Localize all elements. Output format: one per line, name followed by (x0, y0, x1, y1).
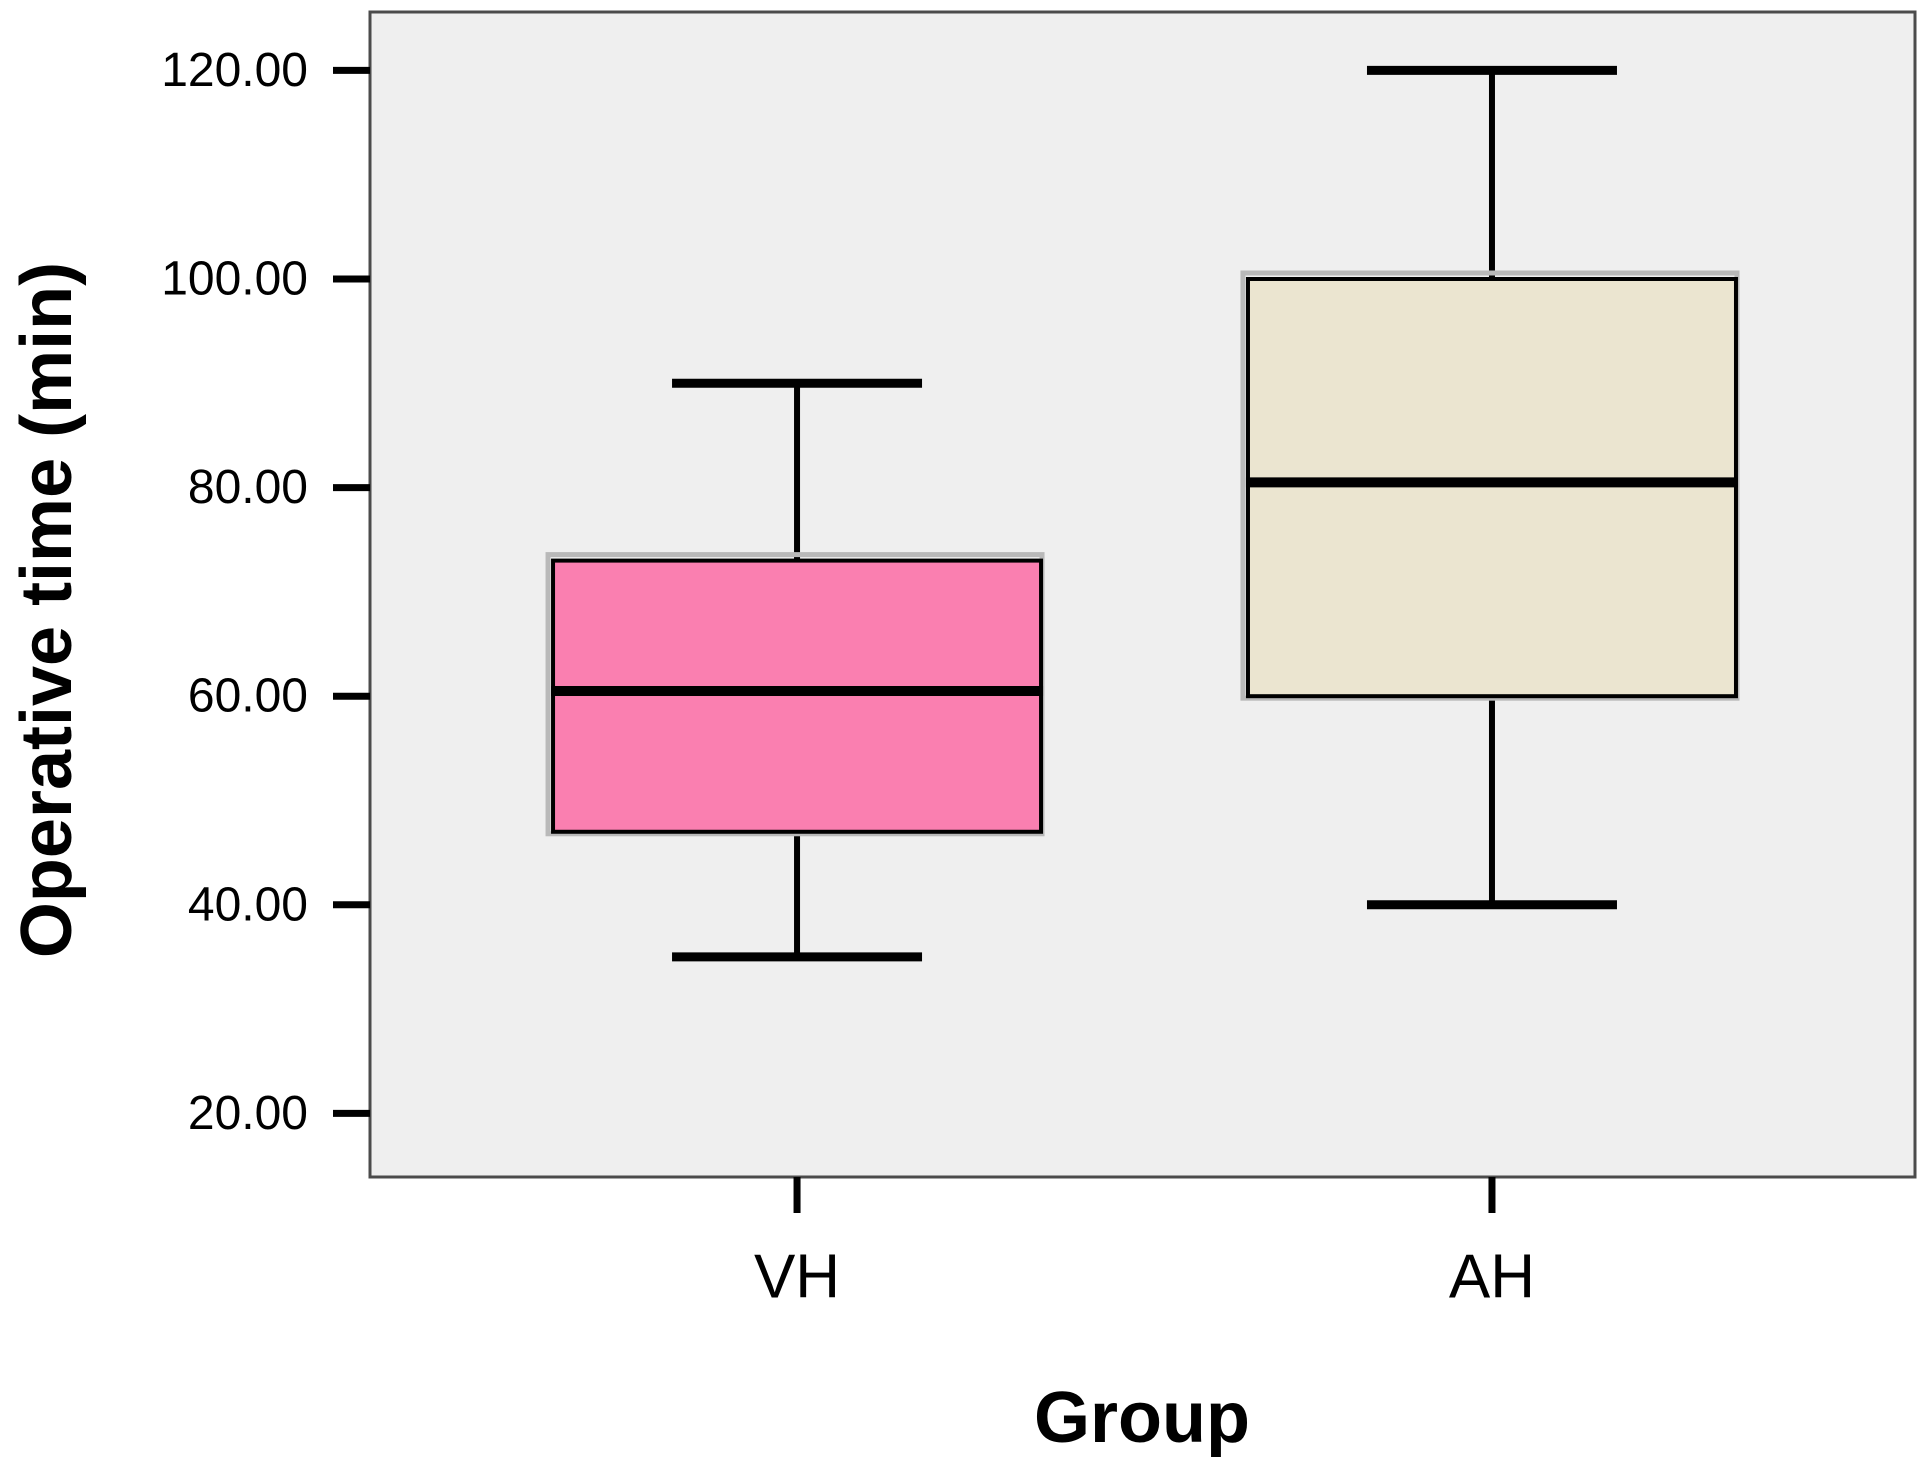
iqr-box (1245, 277, 1738, 699)
y-tick-label: 80.00 (188, 461, 308, 514)
y-tick-label: 40.00 (188, 878, 308, 931)
y-tick-label: 60.00 (188, 670, 308, 723)
y-tick-label: 100.00 (161, 253, 308, 306)
x-category-label: VH (754, 1243, 840, 1312)
y-tick-label: 20.00 (188, 1087, 308, 1140)
iqr-box (551, 558, 1044, 834)
y-tick-label: 120.00 (161, 44, 308, 97)
x-category-label: AH (1449, 1243, 1535, 1312)
y-axis-title: Operative time (min) (7, 261, 87, 959)
x-axis-title: Group (1034, 1378, 1250, 1458)
